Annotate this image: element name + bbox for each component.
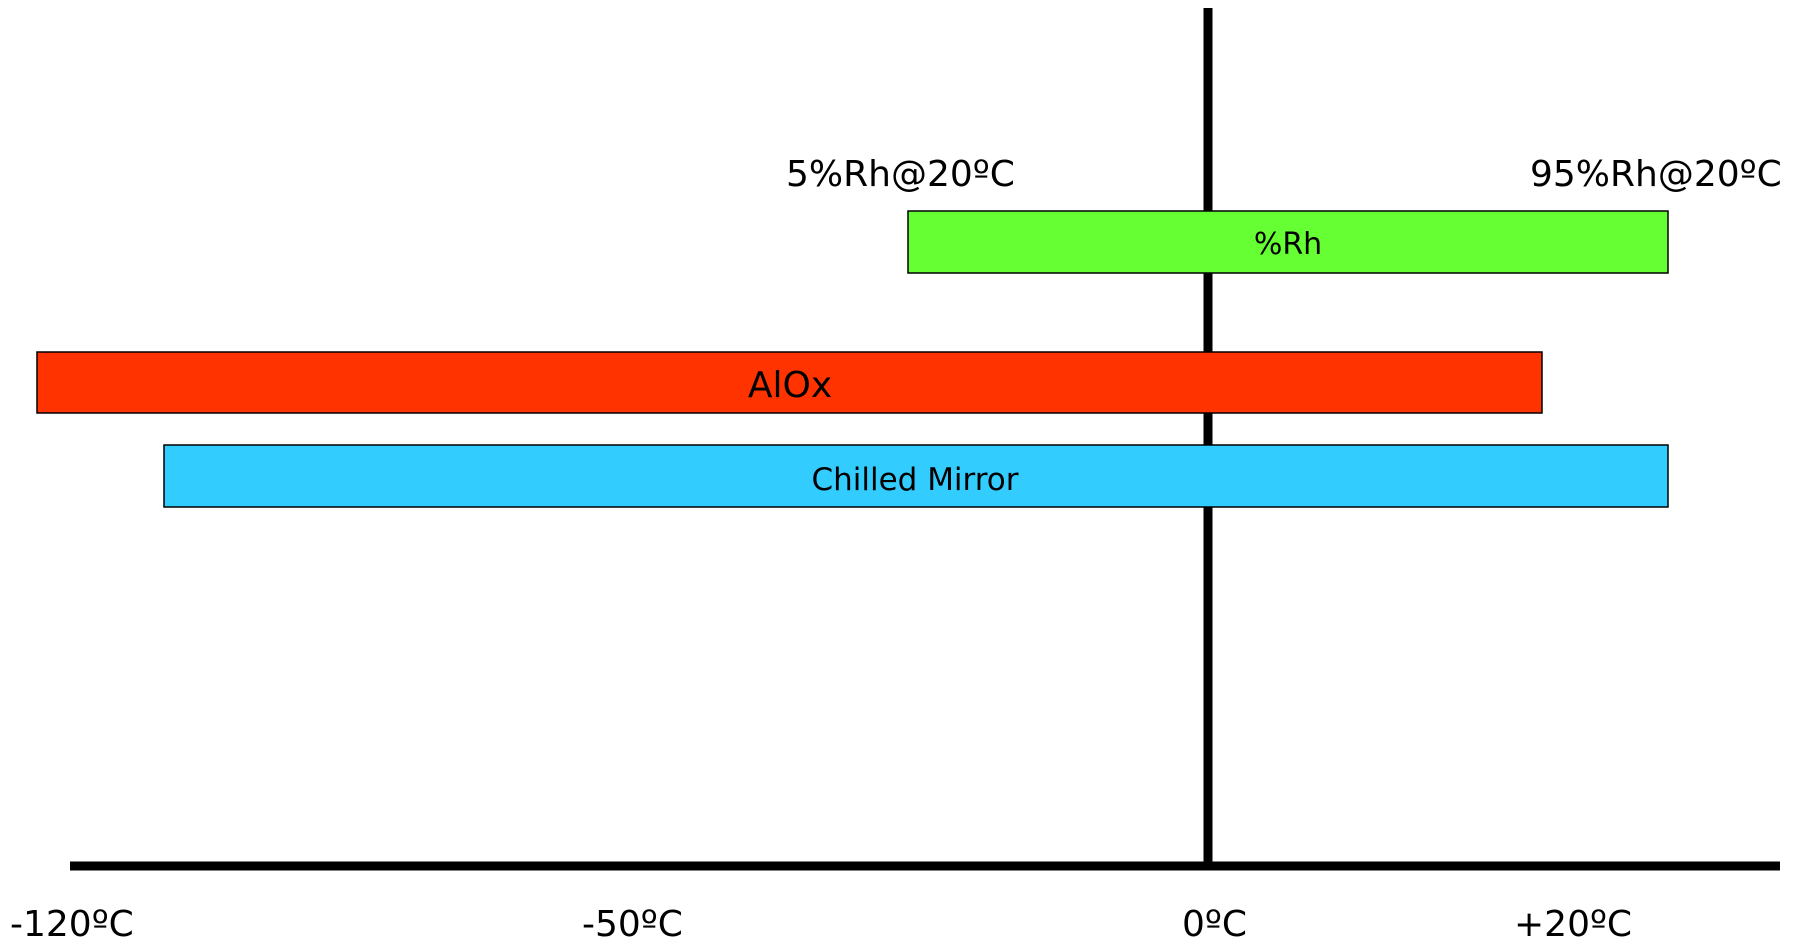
bar-chilled-mirror-label: Chilled Mirror: [811, 462, 1018, 498]
tick-label-minus-50: -50ºC: [582, 904, 683, 938]
tick-label-zero: 0ºC: [1182, 904, 1247, 938]
annotation-rh-high: 95%Rh@20ºC: [1530, 154, 1782, 195]
annotation-rh-low: 5%Rh@20ºC: [786, 154, 1015, 195]
bar-rh: [907, 210, 1669, 274]
tick-label-plus-20: +20ºC: [1514, 904, 1632, 938]
bar-alox-label: AlOx: [748, 365, 832, 406]
tick-label-minus-120: -120ºC: [10, 904, 134, 938]
bar-chilled-mirror: [163, 444, 1669, 508]
bar-rh-label: %Rh: [1254, 227, 1322, 262]
bar-alox: [36, 351, 1543, 414]
